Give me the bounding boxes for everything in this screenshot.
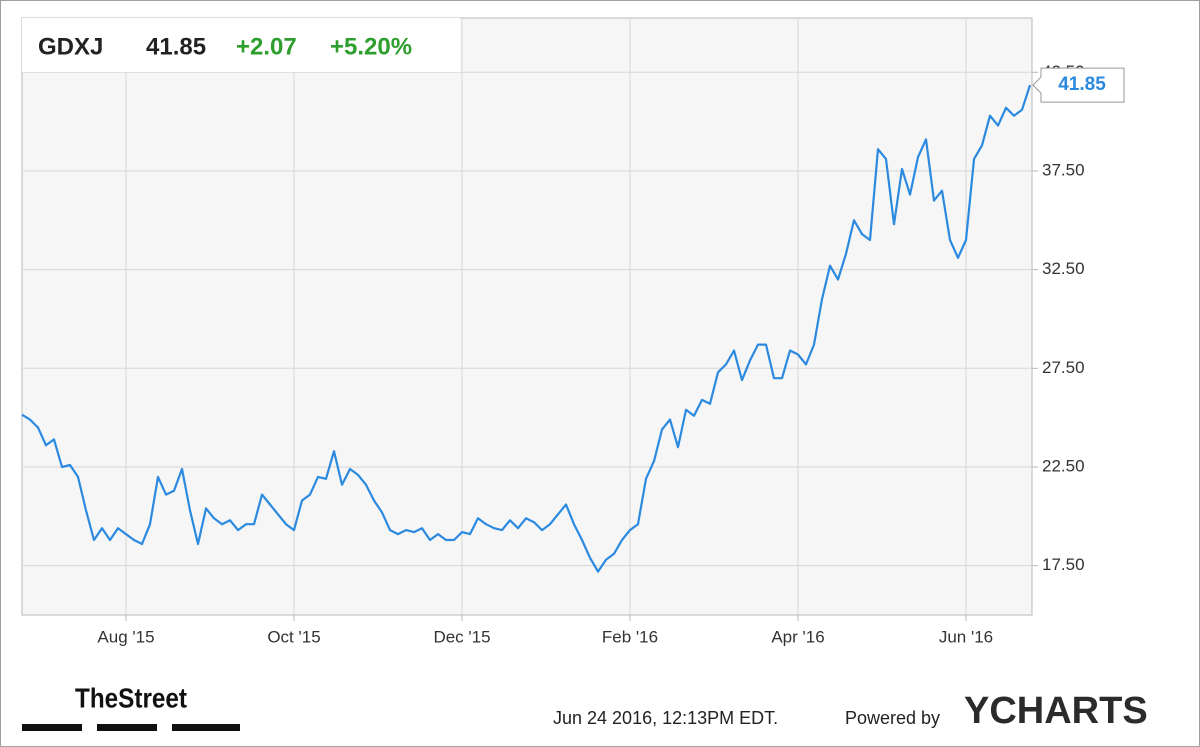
marks (21, 84, 1032, 573)
y-tick-label: 37.50 (1042, 160, 1085, 179)
callout-box (1032, 67, 1125, 103)
logo-bar (97, 724, 157, 731)
last-price: 41.85 (146, 33, 206, 60)
x-tick-label: Aug '15 (97, 627, 154, 646)
y-tick-label: 32.50 (1042, 259, 1085, 278)
x-tick-label: Jun '16 (939, 627, 993, 646)
plot-area (21, 17, 1033, 616)
header-box (22, 18, 460, 72)
x-tick-label: Feb '16 (602, 627, 658, 646)
ticker: GDXJ (38, 33, 103, 60)
change: +2.07 (236, 33, 297, 60)
publisher-logo: TheStreet (75, 682, 187, 713)
y-tick-label: 22.50 (1042, 456, 1085, 475)
brand-logo: YCHARTS (964, 690, 1148, 732)
grid (22, 18, 1038, 621)
logo-bar (172, 724, 240, 731)
timestamp: Jun 24 2016, 12:13PM EDT. (553, 708, 778, 728)
logo-bar (22, 724, 82, 731)
y-tick-label: 17.50 (1042, 555, 1085, 574)
last-value-label: 41.85 (1058, 74, 1106, 95)
change-percent: +5.20% (330, 33, 412, 60)
x-tick-label: Apr '16 (771, 627, 824, 646)
y-tick-label: 27.50 (1042, 358, 1085, 377)
x-tick-label: Dec '15 (433, 627, 490, 646)
x-tick-label: Oct '15 (267, 627, 320, 646)
powered-by: Powered by (845, 708, 940, 728)
price-line (21, 84, 1032, 573)
